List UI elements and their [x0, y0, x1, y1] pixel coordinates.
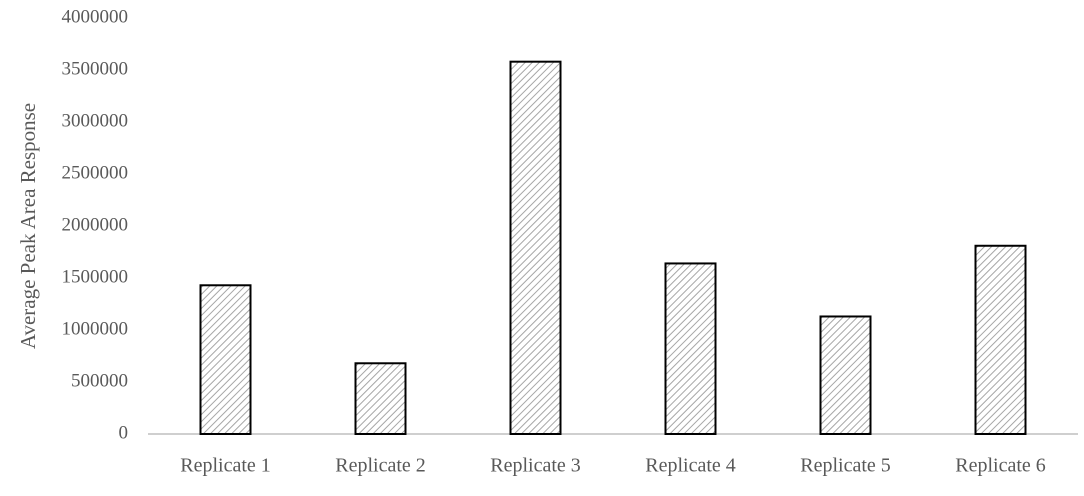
y-tick-label: 2000000: [62, 214, 129, 235]
y-tick-label: 1500000: [62, 266, 129, 287]
y-tick-label: 3500000: [62, 58, 129, 79]
y-tick-label: 0: [119, 422, 129, 443]
bar: [664, 262, 717, 435]
y-tick-label: 1000000: [62, 318, 129, 339]
y-tick-label: 3000000: [62, 110, 129, 131]
x-tick-label: Replicate 6: [955, 455, 1046, 477]
y-axis-title: Average Peak Area Response: [16, 103, 40, 349]
x-tick-label: Replicate 5: [800, 455, 891, 477]
x-tick-label: Replicate 1: [180, 455, 271, 477]
y-tick-label: 500000: [71, 370, 128, 391]
bar: [974, 244, 1027, 435]
bar: [354, 362, 407, 435]
y-tick-label: 4000000: [62, 6, 129, 27]
y-tick-label: 2500000: [62, 162, 129, 183]
x-tick-label: Replicate 2: [335, 455, 426, 477]
bar: [509, 60, 562, 436]
x-tick-label: Replicate 4: [645, 455, 736, 477]
x-tick-label: Replicate 3: [490, 455, 581, 477]
bar: [199, 284, 252, 435]
bar: [819, 315, 872, 436]
